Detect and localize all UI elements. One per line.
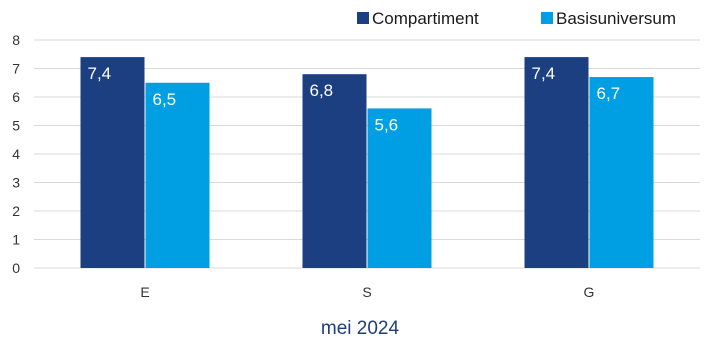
data-label: 6,8 bbox=[310, 81, 334, 100]
legend-label: Compartiment bbox=[372, 9, 479, 28]
y-tick-label: 3 bbox=[12, 175, 20, 191]
bar-S-compartiment bbox=[302, 74, 367, 268]
y-tick-label: 0 bbox=[12, 260, 20, 276]
bar-E-compartiment bbox=[80, 57, 145, 268]
data-label: 6,5 bbox=[153, 90, 177, 109]
y-tick-label: 2 bbox=[12, 203, 20, 219]
bar-G-compartiment bbox=[524, 57, 589, 268]
x-category-label: S bbox=[362, 284, 371, 300]
grid-lines bbox=[34, 39, 700, 269]
y-axis-ticks: 0 1 2 3 4 5 6 7 8 bbox=[12, 32, 20, 276]
bar-E-basisuniversum bbox=[145, 82, 210, 268]
y-tick-label: 6 bbox=[12, 89, 20, 105]
y-tick-label: 5 bbox=[12, 118, 20, 134]
y-tick-label: 4 bbox=[12, 146, 20, 162]
legend: Compartiment Basisuniversum bbox=[357, 9, 676, 28]
data-label: 5,6 bbox=[375, 115, 399, 134]
y-tick-label: 1 bbox=[12, 232, 20, 248]
y-tick-label: 8 bbox=[12, 32, 20, 48]
x-category-label: G bbox=[584, 284, 595, 300]
data-label: 7,4 bbox=[88, 64, 112, 83]
legend-label: Basisuniversum bbox=[556, 9, 676, 28]
legend-swatch-compartiment bbox=[357, 12, 369, 24]
bars: 7,4 6,5 6,8 5,6 7,4 6,7 bbox=[80, 57, 654, 269]
bar-S-basisuniversum bbox=[367, 108, 432, 269]
legend-swatch-basisuniversum bbox=[541, 12, 553, 24]
data-label: 7,4 bbox=[532, 64, 556, 83]
x-category-label: E bbox=[140, 284, 149, 300]
x-axis-title: mei 2024 bbox=[321, 318, 400, 338]
y-tick-label: 7 bbox=[12, 61, 20, 77]
data-label: 6,7 bbox=[597, 84, 621, 103]
bar-G-basisuniversum bbox=[589, 77, 654, 268]
